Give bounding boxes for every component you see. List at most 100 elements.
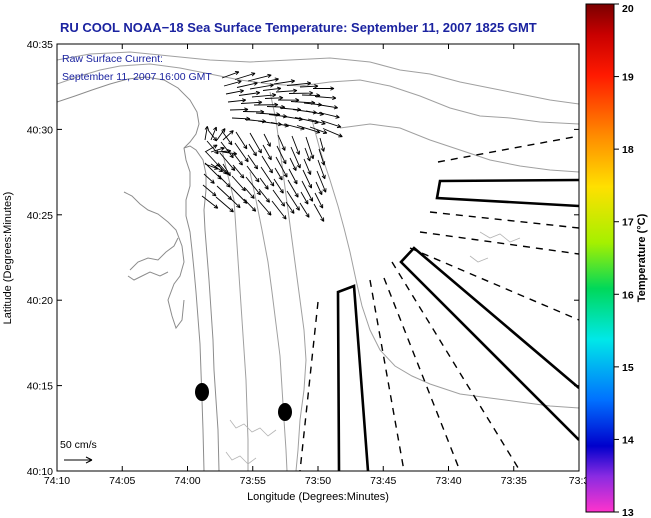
current-vector xyxy=(210,163,224,173)
current-vector xyxy=(202,184,217,197)
current-vector xyxy=(225,89,244,95)
colorbar-tick-label: 17 xyxy=(622,217,634,229)
current-vector xyxy=(201,195,219,209)
current-vector xyxy=(235,131,248,150)
current-vector xyxy=(246,165,260,183)
current-vector xyxy=(263,133,271,147)
current-vector xyxy=(299,84,319,89)
current-vector xyxy=(319,137,325,152)
y-axis-label: Latitude (Degrees:Minutes) xyxy=(2,192,14,325)
scale-arrowhead xyxy=(85,456,93,464)
current-vector xyxy=(236,81,258,88)
current-vector xyxy=(238,90,261,96)
current-label-line1: Raw Surface Current: xyxy=(62,53,163,65)
current-vector xyxy=(275,156,288,178)
current-vector xyxy=(232,164,245,179)
x-tick-label: 73:35 xyxy=(501,475,527,487)
current-vector xyxy=(261,155,273,174)
traffic-separation xyxy=(336,178,579,471)
current-vector xyxy=(277,134,286,151)
current-vector xyxy=(288,168,298,185)
current-vector xyxy=(273,178,284,194)
colorbar-tick-label: 18 xyxy=(622,144,634,156)
current-vector xyxy=(240,100,263,105)
current-vector xyxy=(220,141,234,159)
current-vector xyxy=(259,177,269,190)
current-vector xyxy=(217,174,231,188)
current-vector xyxy=(273,79,296,85)
current-vector xyxy=(316,104,338,110)
current-vector xyxy=(272,189,286,207)
current-vector xyxy=(291,135,301,155)
current-vector xyxy=(313,86,335,91)
contour-shelf-2 xyxy=(57,51,579,105)
current-vector xyxy=(215,196,234,213)
current-vector xyxy=(264,95,284,101)
current-vector xyxy=(204,125,209,141)
contour-nearshore-1 xyxy=(221,149,249,471)
current-vector xyxy=(313,203,325,222)
plot-area xyxy=(57,44,579,471)
current-vector xyxy=(248,143,257,157)
current-vector xyxy=(222,130,234,141)
x-tick-label: 73:40 xyxy=(435,475,461,487)
map-title: RU COOL NOAA−18 Sea Surface Temperature:… xyxy=(60,20,537,35)
colorbar xyxy=(585,3,615,513)
current-vector xyxy=(288,90,314,96)
colorbar-tick-label: 13 xyxy=(622,507,634,518)
river-shore xyxy=(127,237,179,281)
contour-detail xyxy=(225,231,521,465)
y-tick-label: 40:35 xyxy=(27,39,53,51)
current-label-line2: September 11, 2007 16:00 GMT xyxy=(62,71,212,83)
y-tick-label: 40:25 xyxy=(27,210,53,222)
current-vector xyxy=(285,201,295,214)
contour-channel-east xyxy=(311,119,579,409)
current-vector xyxy=(304,147,311,162)
current-vector xyxy=(234,72,256,80)
y-tick-label: 40:10 xyxy=(27,466,53,478)
current-vector xyxy=(315,181,323,196)
x-axis-label: Longitude (Degrees:Minutes) xyxy=(247,491,389,503)
y-axis: 40:35 40:30 40:25 40:20 40:15 40:10 xyxy=(27,39,579,478)
current-vector xyxy=(316,170,327,193)
current-vector xyxy=(303,158,312,175)
current-vector xyxy=(300,191,309,205)
inland-shore xyxy=(123,191,185,330)
y-tick-label: 40:20 xyxy=(27,295,53,307)
current-vector xyxy=(251,93,277,98)
scale-label: 50 cm/s xyxy=(60,439,97,451)
current-vector xyxy=(244,187,255,199)
current-vector xyxy=(307,118,326,125)
current-vector xyxy=(275,88,298,93)
current-vector xyxy=(203,173,215,184)
current-vector xyxy=(247,73,272,82)
current-vector xyxy=(302,169,313,189)
current-vector xyxy=(258,188,271,203)
current-vector xyxy=(322,128,343,138)
current-vector xyxy=(216,128,226,141)
current-vector xyxy=(289,157,297,171)
y-tick-label: 40:30 xyxy=(27,124,53,136)
sandy-hook xyxy=(183,145,220,471)
colorbar-ticks: 20 19 18 17 16 15 14 13 xyxy=(614,3,634,518)
current-vector xyxy=(249,132,262,154)
current-vector xyxy=(271,200,287,220)
x-tick-label: 73:3 xyxy=(569,475,590,487)
x-tick-label: 74:10 xyxy=(44,475,70,487)
current-vector xyxy=(286,190,300,211)
coastline xyxy=(57,76,205,471)
contour-shelf-1 xyxy=(57,63,579,125)
current-vector xyxy=(216,163,228,175)
current-vector xyxy=(229,197,241,209)
current-vector xyxy=(229,107,249,112)
current-vector xyxy=(317,159,326,180)
current-vector xyxy=(314,192,324,209)
current-vector xyxy=(320,120,342,129)
colorbar-tick-label: 14 xyxy=(622,434,634,446)
current-vector xyxy=(260,77,279,83)
colorbar-tick-label: 19 xyxy=(622,72,634,84)
current-vector xyxy=(243,198,257,212)
buoy-marker xyxy=(195,383,209,401)
current-vector xyxy=(219,152,236,171)
